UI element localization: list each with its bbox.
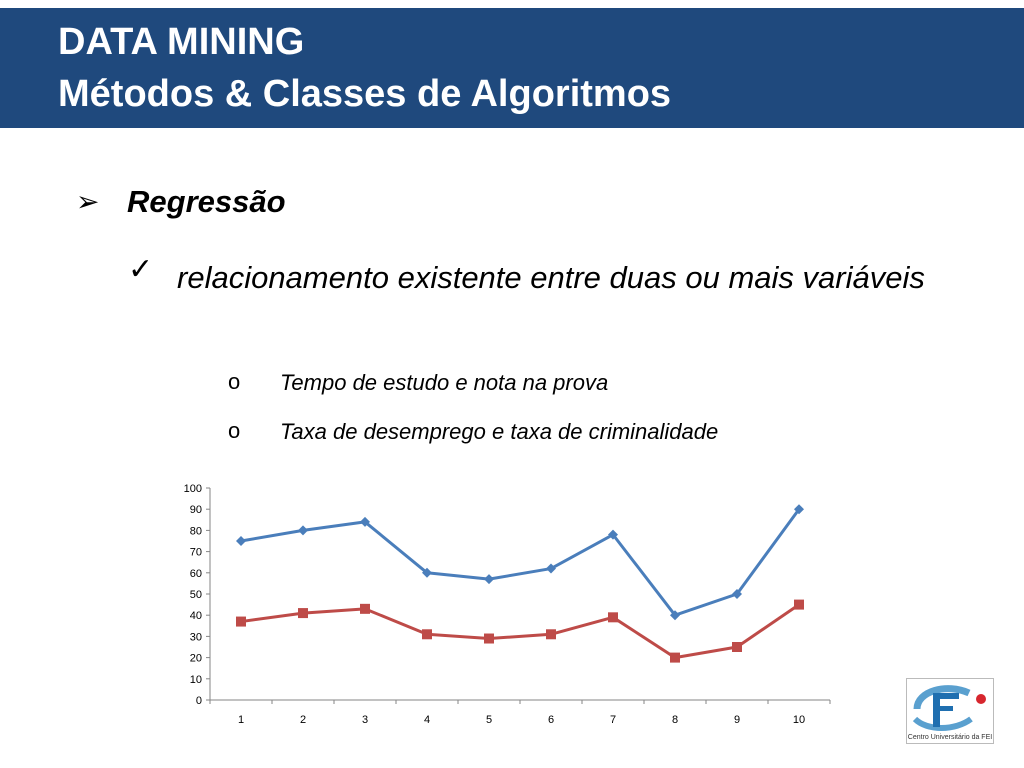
fei-logo-mark (912, 685, 986, 731)
x-tick-label: 8 (672, 714, 678, 726)
series-2-point (422, 629, 432, 640)
series-2-point (546, 629, 556, 640)
series-1-line (240, 508, 801, 617)
series-2-line (240, 603, 800, 660)
series-2-point (298, 608, 308, 619)
series-2-point (484, 633, 494, 644)
y-tick-label: 70 (190, 547, 202, 559)
x-tick-label: 1 (238, 714, 244, 726)
y-tick-label: 0 (196, 695, 202, 707)
y-tick-label: 20 (190, 653, 202, 665)
sub-bullet-text: Taxa de desemprego e taxa de criminalida… (280, 419, 719, 444)
y-tick-label: 80 (190, 525, 202, 537)
series-1-point (546, 563, 556, 574)
line-chart: 0 10 20 30 40 50 60 70 80 90 100 1 2 3 4 5 6 7 8 9 10 (184, 483, 831, 726)
series-2-point (670, 652, 680, 663)
x-tick-label: 10 (793, 714, 805, 726)
series-1-point (670, 610, 680, 621)
series-1-point (608, 529, 618, 540)
x-tick-label: 6 (548, 714, 554, 726)
x-tick-label: 5 (486, 714, 492, 726)
series-2-point (360, 603, 370, 614)
y-tick-label: 100 (184, 483, 202, 495)
series-2-point (732, 642, 742, 652)
x-tick-label: 9 (734, 714, 740, 726)
y-tick-label: 60 (190, 568, 202, 580)
series-1-point (236, 536, 246, 546)
series-1-point (360, 516, 370, 527)
arrow-bullet-icon: ➢ (76, 186, 100, 217)
x-tick-label: 7 (610, 714, 616, 726)
series-2-point (236, 616, 246, 627)
fei-logo: Centro Universitário da FEI (906, 678, 994, 744)
x-tick-label: 4 (424, 714, 430, 726)
circle-bullet-icon: o (228, 418, 241, 443)
circle-bullet-icon: o (228, 369, 241, 394)
x-tick-label: 2 (300, 714, 306, 726)
bullet-text: Regressão (127, 184, 286, 219)
y-tick-label: 30 (190, 631, 202, 643)
y-tick-label: 90 (190, 504, 202, 516)
y-tick-label: 50 (190, 589, 202, 601)
bullet-text: relacionamento existente entre duas ou m… (177, 260, 925, 295)
series-1-point (298, 525, 308, 536)
y-tick-label: 40 (190, 610, 202, 622)
checkmark-bullet-icon: ✓ (128, 253, 154, 286)
series-1-point (484, 574, 494, 585)
series-1-point (732, 589, 742, 599)
sub-bullet-text: Tempo de estudo e nota na prova (280, 370, 609, 395)
series-1-point (422, 567, 432, 578)
slide-subtitle: Métodos & Classes de Algoritmos (58, 73, 672, 115)
series-2-point (608, 612, 618, 623)
series-2-point (794, 599, 804, 610)
title-bar: DATA MINING Métodos & Classes de Algorit… (0, 8, 1024, 128)
x-tick-label: 3 (362, 714, 368, 726)
series-1-point (794, 504, 804, 515)
y-tick-label: 10 (190, 674, 202, 686)
logo-caption: Centro Universitário da FEI (907, 734, 993, 741)
slide-title: DATA MINING (58, 21, 305, 63)
